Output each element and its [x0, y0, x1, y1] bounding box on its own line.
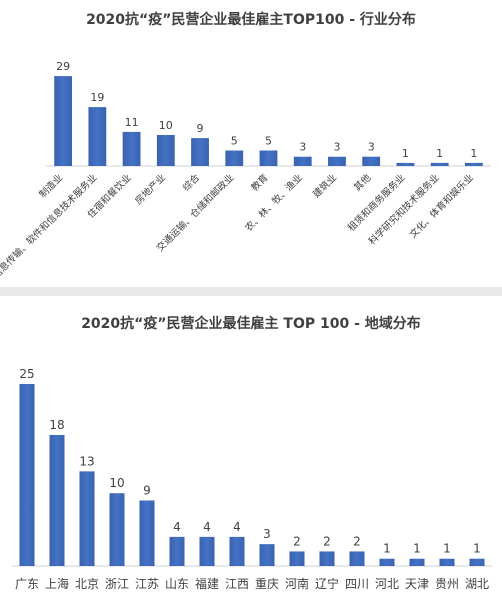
- industry-chart-title: 2020抗“疫”民营企业最佳雇主TOP100 - 行业分布: [86, 11, 416, 28]
- data-label: 3: [263, 527, 271, 541]
- data-label: 5: [265, 135, 272, 148]
- category-label: 制造业: [37, 172, 66, 201]
- category-label: 河南: [285, 576, 309, 591]
- category-label: 河北: [375, 577, 399, 591]
- data-label: 2: [323, 534, 331, 548]
- bar: [156, 135, 175, 166]
- bar: [169, 536, 185, 566]
- bar: [349, 551, 365, 566]
- bar: [54, 76, 73, 166]
- bar: [199, 536, 215, 566]
- bar: [19, 384, 35, 566]
- data-label: 2: [353, 534, 361, 548]
- data-label: 1: [383, 542, 391, 556]
- data-label: 9: [143, 483, 151, 497]
- bar: [229, 536, 245, 566]
- data-label: 3: [299, 141, 306, 154]
- category-label: 辽宁: [315, 576, 339, 591]
- region-bar-chart: 2020抗“疫”民营企业最佳雇主 TOP 100 - 地域分布 25 广东 18 上海…: [12, 315, 492, 591]
- data-label: 3: [333, 141, 340, 154]
- category-label: 教育: [249, 172, 271, 194]
- industry-bar-chart: 2020抗“疫”民营企业最佳雇主TOP100 - 行业分布 29制造业19信息传…: [0, 11, 491, 281]
- data-label: 1: [402, 147, 409, 160]
- bar: [328, 156, 346, 166]
- data-label: 10: [159, 119, 173, 132]
- data-label: 9: [197, 122, 204, 135]
- data-label: 3: [368, 141, 375, 154]
- bar: [293, 156, 312, 166]
- category-label: 重庆: [255, 577, 279, 591]
- data-label: 18: [49, 418, 64, 432]
- bar: [464, 162, 483, 166]
- region-chart-title: 2020抗“疫”民营企业最佳雇主 TOP 100 - 地域分布: [81, 315, 421, 332]
- category-label: 广东: [15, 577, 39, 591]
- bar: [362, 156, 381, 166]
- category-label: 天津: [405, 577, 429, 591]
- bar: [396, 162, 415, 166]
- data-label: 13: [79, 454, 94, 468]
- category-label: 江苏: [135, 577, 159, 591]
- bar: [430, 162, 449, 166]
- category-label: 江西: [225, 577, 249, 591]
- bar: [225, 150, 244, 166]
- bar: [79, 471, 95, 566]
- bar: [289, 551, 305, 566]
- bar: [379, 558, 395, 566]
- category-label: 上海: [45, 576, 69, 591]
- category-label: 租赁和商务服务业: [345, 172, 407, 234]
- data-label: 4: [233, 520, 241, 534]
- data-label: 4: [173, 520, 181, 534]
- region-chart-panel: 2020抗“疫”民营企业最佳雇主 TOP 100 - 地域分布 25 广东 18 上海…: [0, 296, 502, 600]
- data-label: 1: [443, 542, 451, 556]
- data-label: 1: [436, 147, 443, 160]
- data-label: 2: [293, 534, 301, 548]
- bar: [122, 131, 141, 166]
- category-label: 其他: [351, 171, 373, 193]
- data-label: 4: [203, 520, 211, 534]
- category-label: 房地产业: [133, 172, 168, 207]
- data-label: 11: [125, 116, 139, 129]
- data-label: 1: [473, 542, 481, 556]
- bar: [469, 558, 485, 566]
- bar: [88, 107, 107, 166]
- category-label: 综合: [180, 171, 202, 193]
- bar: [259, 150, 278, 166]
- bar: [49, 434, 65, 566]
- bar: [259, 544, 275, 566]
- category-label: 文化、体育和娱乐业: [407, 172, 476, 241]
- bar: [319, 551, 335, 566]
- category-label: 四川: [345, 577, 369, 591]
- category-label: 北京: [75, 577, 99, 591]
- category-label: 湖北: [465, 576, 489, 591]
- category-label: 建筑业: [310, 172, 339, 201]
- category-label: 福建: [195, 576, 219, 591]
- industry-chart-panel: 2020抗“疫”民营企业最佳雇主TOP100 - 行业分布 29 制造业 19 信息传…: [0, 0, 502, 287]
- category-label: 浙江: [105, 577, 129, 591]
- data-label: 25: [19, 367, 34, 381]
- bar: [109, 493, 125, 566]
- bar: [409, 558, 425, 566]
- bar: [439, 558, 455, 566]
- data-label: 10: [109, 476, 124, 490]
- category-label: 农、林、牧、渔业: [243, 172, 305, 234]
- data-label: 1: [413, 542, 421, 556]
- category-label: 山东: [165, 577, 189, 591]
- data-label: 29: [56, 60, 70, 73]
- category-label: 贵州: [435, 577, 459, 591]
- data-label: 19: [90, 91, 104, 104]
- data-label: 5: [231, 135, 238, 148]
- data-label: 1: [470, 147, 477, 160]
- bar: [191, 138, 209, 166]
- bar: [139, 500, 155, 566]
